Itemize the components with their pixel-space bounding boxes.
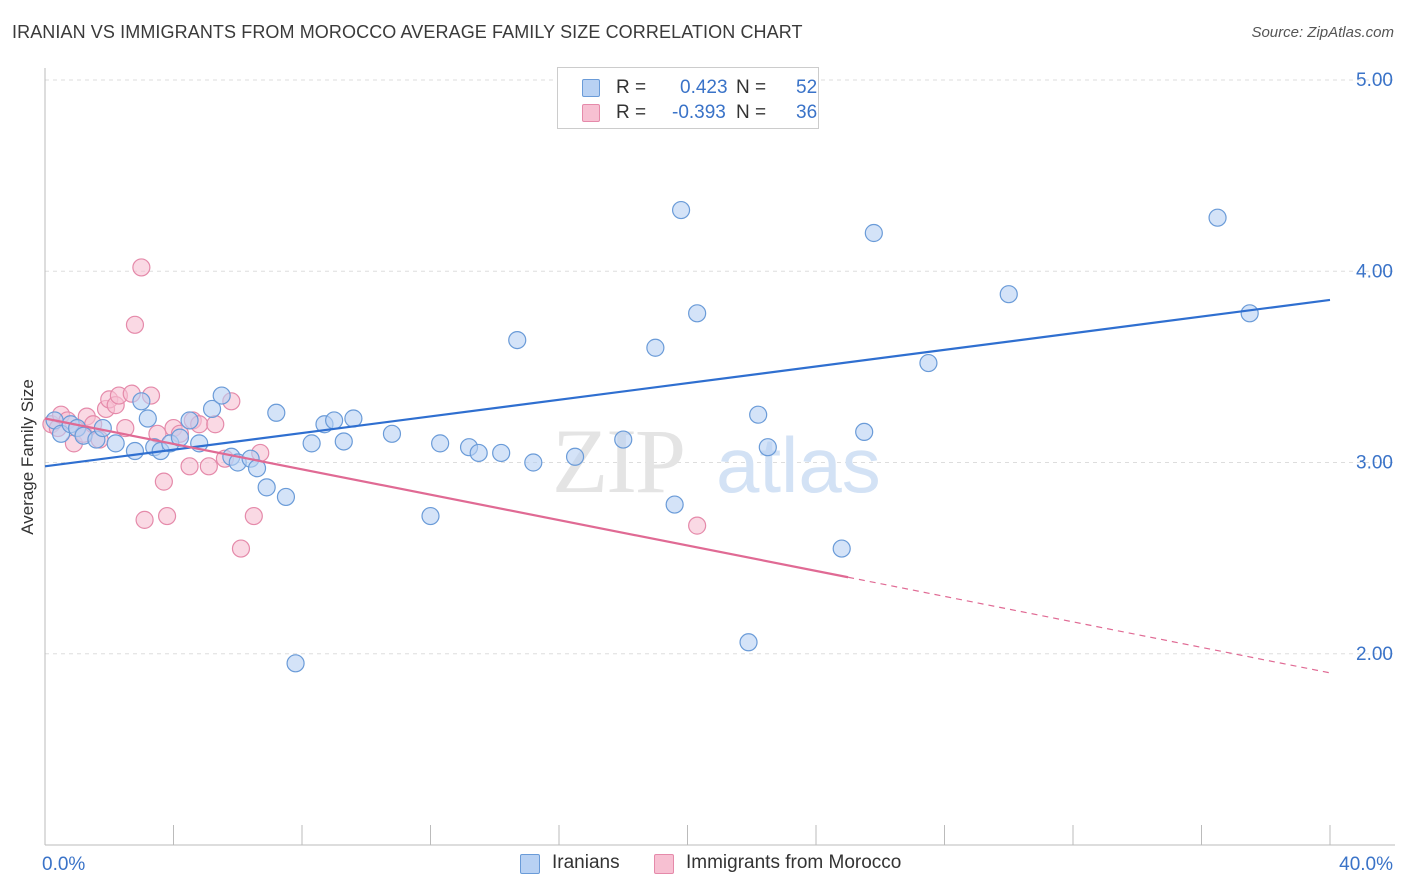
iranian-point — [739, 633, 758, 652]
iranian-point — [524, 453, 543, 472]
iranian-point — [421, 506, 440, 526]
iranian-point — [758, 438, 777, 457]
iranian-point — [276, 487, 296, 507]
morocco-trend-line — [44, 417, 849, 579]
legend-r-label: R = — [616, 77, 647, 98]
grid-lines — [45, 79, 1395, 655]
watermark: ZIP atlas — [552, 410, 881, 512]
y-axis-label: Average Family Size — [18, 379, 37, 535]
iranian-point — [132, 392, 151, 411]
watermark-atlas: atlas — [716, 421, 881, 509]
morocco-point — [231, 539, 251, 558]
legend-n-value: 52 — [796, 77, 818, 98]
correlation-legend: R = 0.423 N = 52 R = -0.393 N = 36 — [557, 67, 819, 129]
iranian-point — [325, 411, 344, 430]
iranian-point — [334, 432, 353, 451]
morocco-point — [116, 418, 135, 438]
iranian-point — [671, 200, 691, 220]
iranian-point — [1208, 208, 1227, 227]
iranian-point — [286, 654, 305, 673]
iranian-point — [614, 430, 633, 449]
data-points — [42, 200, 1259, 673]
bottom-legend-swatch-iranians — [520, 854, 540, 874]
legend-n-label: N = — [736, 77, 767, 98]
bottom-legend-label: Iranians — [552, 852, 620, 873]
morocco-point — [206, 415, 225, 434]
iranian-point — [1240, 304, 1259, 323]
iranian-point — [665, 495, 684, 514]
y-tick-label: 4.00 — [1356, 261, 1393, 282]
morocco-point — [244, 506, 263, 526]
morocco-point — [154, 472, 173, 491]
iranian-point — [508, 331, 527, 350]
iranian-point — [382, 424, 402, 443]
y-tick-label: 5.00 — [1356, 70, 1393, 91]
iranian-point — [646, 338, 665, 357]
legend-n-value: 36 — [796, 102, 818, 123]
legend-swatch-morocco — [582, 104, 600, 122]
x-tick-label-start: 0.0% — [42, 854, 85, 875]
bottom-legend-swatch-morocco — [654, 854, 674, 874]
morocco-point — [132, 258, 151, 277]
iranian-point — [469, 443, 488, 463]
morocco-point — [135, 510, 154, 529]
iranian-point — [832, 539, 851, 558]
iranian-point — [212, 386, 231, 405]
iranian-point — [267, 403, 286, 422]
iranian-point — [302, 434, 321, 453]
legend-swatch-iranians — [582, 79, 600, 97]
iranian-point — [492, 443, 511, 463]
chart-title: IRANIAN VS IMMIGRANTS FROM MOROCCO AVERA… — [12, 22, 803, 42]
x-tick-label-end: 40.0% — [1339, 854, 1393, 875]
iranian-point — [919, 353, 938, 373]
legend-r-value: 0.423 — [680, 77, 728, 98]
iranian-point — [431, 434, 450, 453]
morocco-point — [157, 506, 177, 526]
iranian-point — [257, 478, 276, 497]
iranians-trend-line — [44, 298, 1331, 468]
morocco-trend-extension — [848, 576, 1331, 674]
y-tick-label: 2.00 — [1356, 644, 1393, 665]
chart-source: Source: ZipAtlas.com — [1251, 24, 1394, 41]
morocco-point — [199, 457, 218, 476]
iranian-point — [344, 409, 363, 428]
iranian-point — [106, 434, 125, 453]
legend-r-value: -0.393 — [672, 102, 726, 123]
tick-labels: 2.00 3.00 4.00 5.00 0.0% 40.0% — [42, 70, 1393, 875]
axes — [44, 68, 1395, 846]
legend-n-label: N = — [736, 102, 767, 123]
iranian-point — [138, 409, 157, 428]
iranian-point — [864, 223, 883, 243]
iranian-point — [855, 422, 874, 441]
morocco-point — [125, 315, 145, 334]
iranian-point — [999, 285, 1018, 304]
iranian-point — [565, 447, 585, 466]
iranian-point — [202, 399, 222, 419]
y-tick-label: 3.00 — [1356, 453, 1393, 474]
morocco-point — [688, 516, 707, 535]
iranian-point — [125, 441, 145, 461]
bottom-legend-label: Immigrants from Morocco — [686, 852, 902, 873]
legend-r-label: R = — [616, 102, 647, 123]
iranian-point — [180, 411, 199, 430]
morocco-point — [180, 457, 199, 476]
iranian-point — [749, 405, 768, 424]
iranian-point — [688, 304, 707, 323]
trend-lines — [44, 298, 1331, 674]
